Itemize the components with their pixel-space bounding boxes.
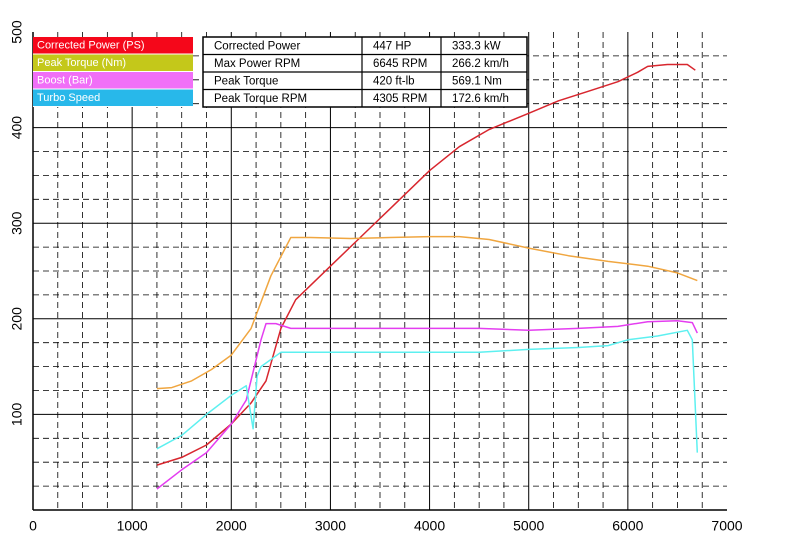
stats-cell: 420 ft-lb — [373, 75, 415, 87]
x-tick-label: 6000 — [612, 518, 643, 534]
stats-cell: 266.2 km/h — [452, 58, 509, 70]
stats-table: Corrected Power 447 HP 333.3 kW Max Power R… — [202, 36, 528, 108]
stats-cell: 6645 RPM — [373, 58, 427, 70]
legend-label: Turbo Speed — [37, 92, 100, 104]
legend: Corrected Power (PS) Peak Torque (Nm) Boos… — [33, 37, 193, 107]
y-tick-label: 100 — [9, 403, 25, 427]
stats-cell: Peak Torque — [214, 75, 278, 87]
x-tick-label: 1000 — [117, 518, 148, 534]
y-tick-label: 200 — [9, 307, 25, 331]
y-tick-label: 500 — [9, 20, 25, 44]
series-line — [156, 329, 699, 453]
x-tick-label: 2000 — [216, 518, 247, 534]
stats-cell: 172.6 km/h — [452, 93, 509, 105]
y-tick-label: 300 — [9, 211, 25, 235]
axes — [32, 32, 727, 511]
legend-label: Boost (Bar) — [37, 74, 93, 86]
stats-cell: Max Power RPM — [214, 58, 300, 70]
legend-label: Corrected Power (PS) — [37, 39, 145, 51]
stats-cell: Peak Torque RPM — [214, 93, 307, 105]
stats-cell: Corrected Power — [214, 40, 300, 52]
legend-swatch — [33, 37, 193, 54]
x-tick-label: 0 — [29, 518, 37, 534]
x-tick-label: 4000 — [414, 518, 445, 534]
legend-swatch — [33, 89, 193, 106]
series-layer — [156, 63, 699, 490]
series-line — [156, 235, 698, 390]
x-tick-label: 3000 — [315, 518, 346, 534]
legend-swatch — [33, 54, 193, 71]
stats-cell: 569.1 Nm — [452, 75, 502, 87]
stats-cell: 333.3 kW — [452, 40, 501, 52]
series-line — [156, 319, 698, 490]
stats-cell: 447 HP — [373, 40, 412, 52]
y-tick-label: 400 — [9, 116, 25, 140]
series-line — [156, 63, 696, 466]
stats-cell: 4305 RPM — [373, 93, 427, 105]
tick-labels: 0 1000 2000 3000 4000 5000 6000 7000 100 200 300 40… — [9, 20, 743, 534]
x-tick-label: 7000 — [711, 518, 742, 534]
x-tick-label: 5000 — [513, 518, 544, 534]
legend-label: Peak Torque (Nm) — [37, 57, 126, 69]
legend-swatch — [33, 72, 193, 89]
